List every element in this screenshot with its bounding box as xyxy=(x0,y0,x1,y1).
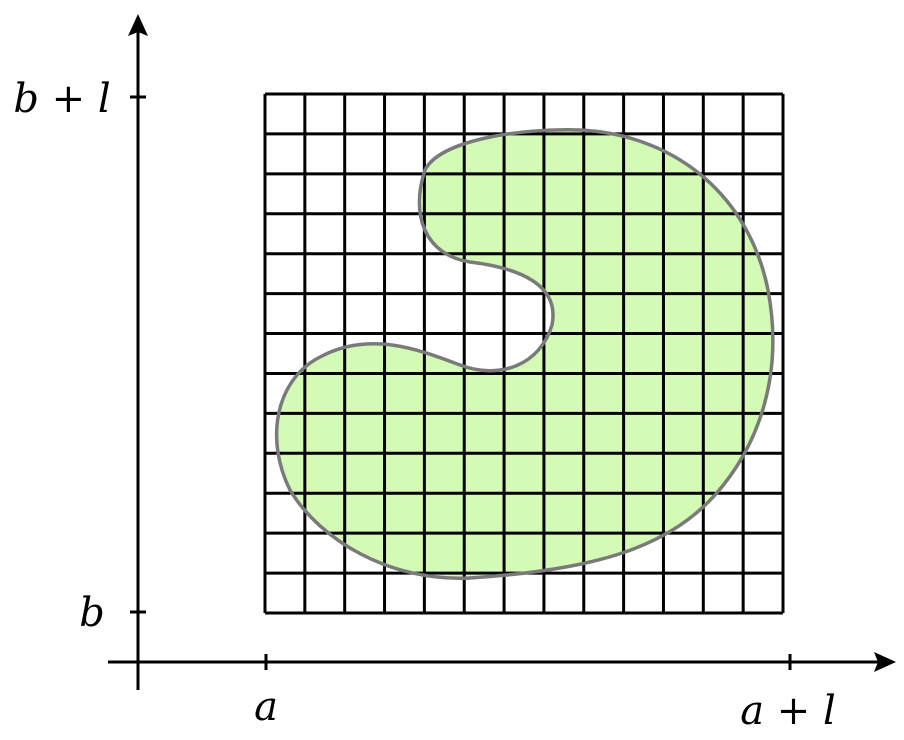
x-label-start: a xyxy=(254,684,278,730)
axes xyxy=(108,14,896,690)
y-axis-arrow-icon xyxy=(128,14,148,36)
x-axis-arrow-icon xyxy=(874,652,896,672)
shaded-region xyxy=(276,129,773,579)
region-boundary xyxy=(274,128,775,580)
y-label-start: b xyxy=(79,590,105,636)
y-label-end: b + l xyxy=(13,76,110,122)
square-grid xyxy=(263,92,785,615)
x-label-end: a + l xyxy=(740,688,836,734)
